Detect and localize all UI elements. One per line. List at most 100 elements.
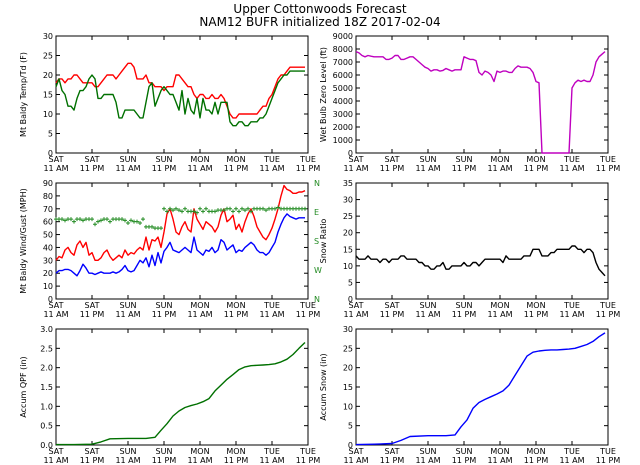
x-tick-day: TUE	[563, 301, 580, 310]
x-tick-time: 11 PM	[380, 456, 405, 465]
y-tick-label: 10	[343, 262, 353, 271]
x-tick-time: 11 AM	[343, 310, 368, 319]
dir-marker	[234, 206, 238, 211]
x-tick-day: MON	[526, 447, 545, 456]
dir-marker	[276, 205, 280, 210]
x-tick-day: TUE	[263, 155, 280, 164]
dir-marker	[231, 209, 235, 214]
x-tick-day: SAT	[85, 447, 100, 456]
x-tick-day: TUE	[599, 301, 616, 310]
x-tick-time: 11 PM	[380, 164, 405, 173]
y-tick-label: 30	[343, 196, 353, 205]
dir-marker	[129, 218, 133, 223]
dir-marker	[81, 218, 85, 223]
x-tick-day: SUN	[420, 301, 437, 310]
x-tick-time: 11 PM	[524, 456, 549, 465]
x-tick-time: 11 AM	[187, 456, 212, 465]
y-tick-label: 70	[43, 205, 53, 214]
x-tick-time: 11 PM	[452, 310, 477, 319]
dir-marker	[72, 219, 76, 224]
dir-marker	[264, 208, 268, 213]
right-tick-label: S	[314, 237, 319, 246]
x-tick-time: 11 AM	[187, 310, 212, 319]
x-tick-time: 11 AM	[487, 456, 512, 465]
x-tick-day: TUE	[299, 301, 316, 310]
x-tick-time: 11 PM	[224, 310, 249, 319]
y-tick-label: 30	[343, 325, 353, 334]
y-tick-label: 3000	[333, 110, 353, 119]
dir-marker	[192, 209, 196, 214]
plot-frame	[355, 182, 609, 300]
y-tick-label: 0	[48, 149, 53, 158]
series-temp	[55, 62, 305, 119]
x-tick-time: 11 PM	[152, 456, 177, 465]
y-axis-label: Snow Ratio	[319, 219, 328, 264]
y-tick-label: 15	[43, 91, 53, 100]
x-tick-day: SUN	[120, 447, 137, 456]
figure-subtitle: NAM12 BUFR initialized 18Z 2017-02-04	[199, 15, 441, 29]
dir-marker	[120, 217, 124, 222]
x-tick-time: 11 PM	[80, 456, 105, 465]
x-tick-time: 11 PM	[224, 164, 249, 173]
y-tick-label: 30	[43, 256, 53, 265]
x-tick-day: MON	[190, 301, 209, 310]
x-tick-day: TUE	[299, 155, 316, 164]
x-tick-day: MON	[526, 155, 545, 164]
x-tick-time: 11 AM	[259, 164, 284, 173]
series-accum-snow	[355, 332, 606, 446]
y-axis-label: Accum QPF (in)	[19, 356, 28, 417]
dir-marker	[183, 206, 187, 211]
x-tick-day: SUN	[456, 301, 473, 310]
y-tick-label: 1.5	[40, 383, 53, 392]
dir-marker	[105, 217, 109, 222]
y-tick-label: 20	[43, 71, 53, 80]
x-tick-time: 11 AM	[559, 456, 584, 465]
dir-marker	[273, 206, 277, 211]
dir-marker	[162, 206, 166, 211]
dir-marker	[69, 217, 73, 222]
y-tick-label: 20	[43, 269, 53, 278]
x-tick-time: 11 AM	[259, 310, 284, 319]
y-tick-label: 15	[343, 383, 353, 392]
y-tick-label: 40	[43, 243, 53, 252]
y-tick-label: 20	[343, 229, 353, 238]
x-tick-time: 11 PM	[524, 164, 549, 173]
series-snow-ratio	[355, 245, 606, 277]
dir-marker	[222, 208, 226, 213]
y-tick-label: 5	[348, 422, 353, 431]
y-tick-label: 50	[43, 231, 53, 240]
x-tick-day: TUE	[599, 447, 616, 456]
dir-marker	[90, 217, 94, 222]
y-tick-label: 3.0	[40, 325, 53, 334]
x-tick-day: SAT	[85, 155, 100, 164]
y-axis-label: Accum Snow (in)	[319, 353, 328, 420]
y-tick-label: 0	[348, 441, 353, 450]
y-tick-label: 2.5	[40, 344, 53, 353]
dir-marker	[123, 218, 127, 223]
dir-marker	[198, 206, 202, 211]
x-tick-day: SAT	[349, 447, 364, 456]
x-tick-day: SUN	[420, 155, 437, 164]
x-tick-time: 11 PM	[296, 164, 321, 173]
dir-marker	[159, 226, 163, 231]
x-tick-time: 11 PM	[452, 456, 477, 465]
dir-marker	[63, 218, 67, 223]
x-tick-day: SUN	[456, 155, 473, 164]
x-tick-day: TUE	[599, 155, 616, 164]
dir-marker	[303, 206, 307, 211]
x-tick-day: SUN	[420, 447, 437, 456]
x-tick-time: 11 AM	[487, 310, 512, 319]
x-tick-day: MON	[526, 301, 545, 310]
x-tick-day: MON	[226, 301, 245, 310]
y-tick-label: 0	[348, 149, 353, 158]
x-tick-day: SUN	[156, 155, 173, 164]
x-tick-time: 11 PM	[596, 456, 621, 465]
x-tick-day: MON	[190, 155, 209, 164]
x-tick-time: 11 AM	[43, 456, 68, 465]
y-tick-label: 35	[343, 179, 353, 188]
x-tick-day: SAT	[49, 155, 64, 164]
